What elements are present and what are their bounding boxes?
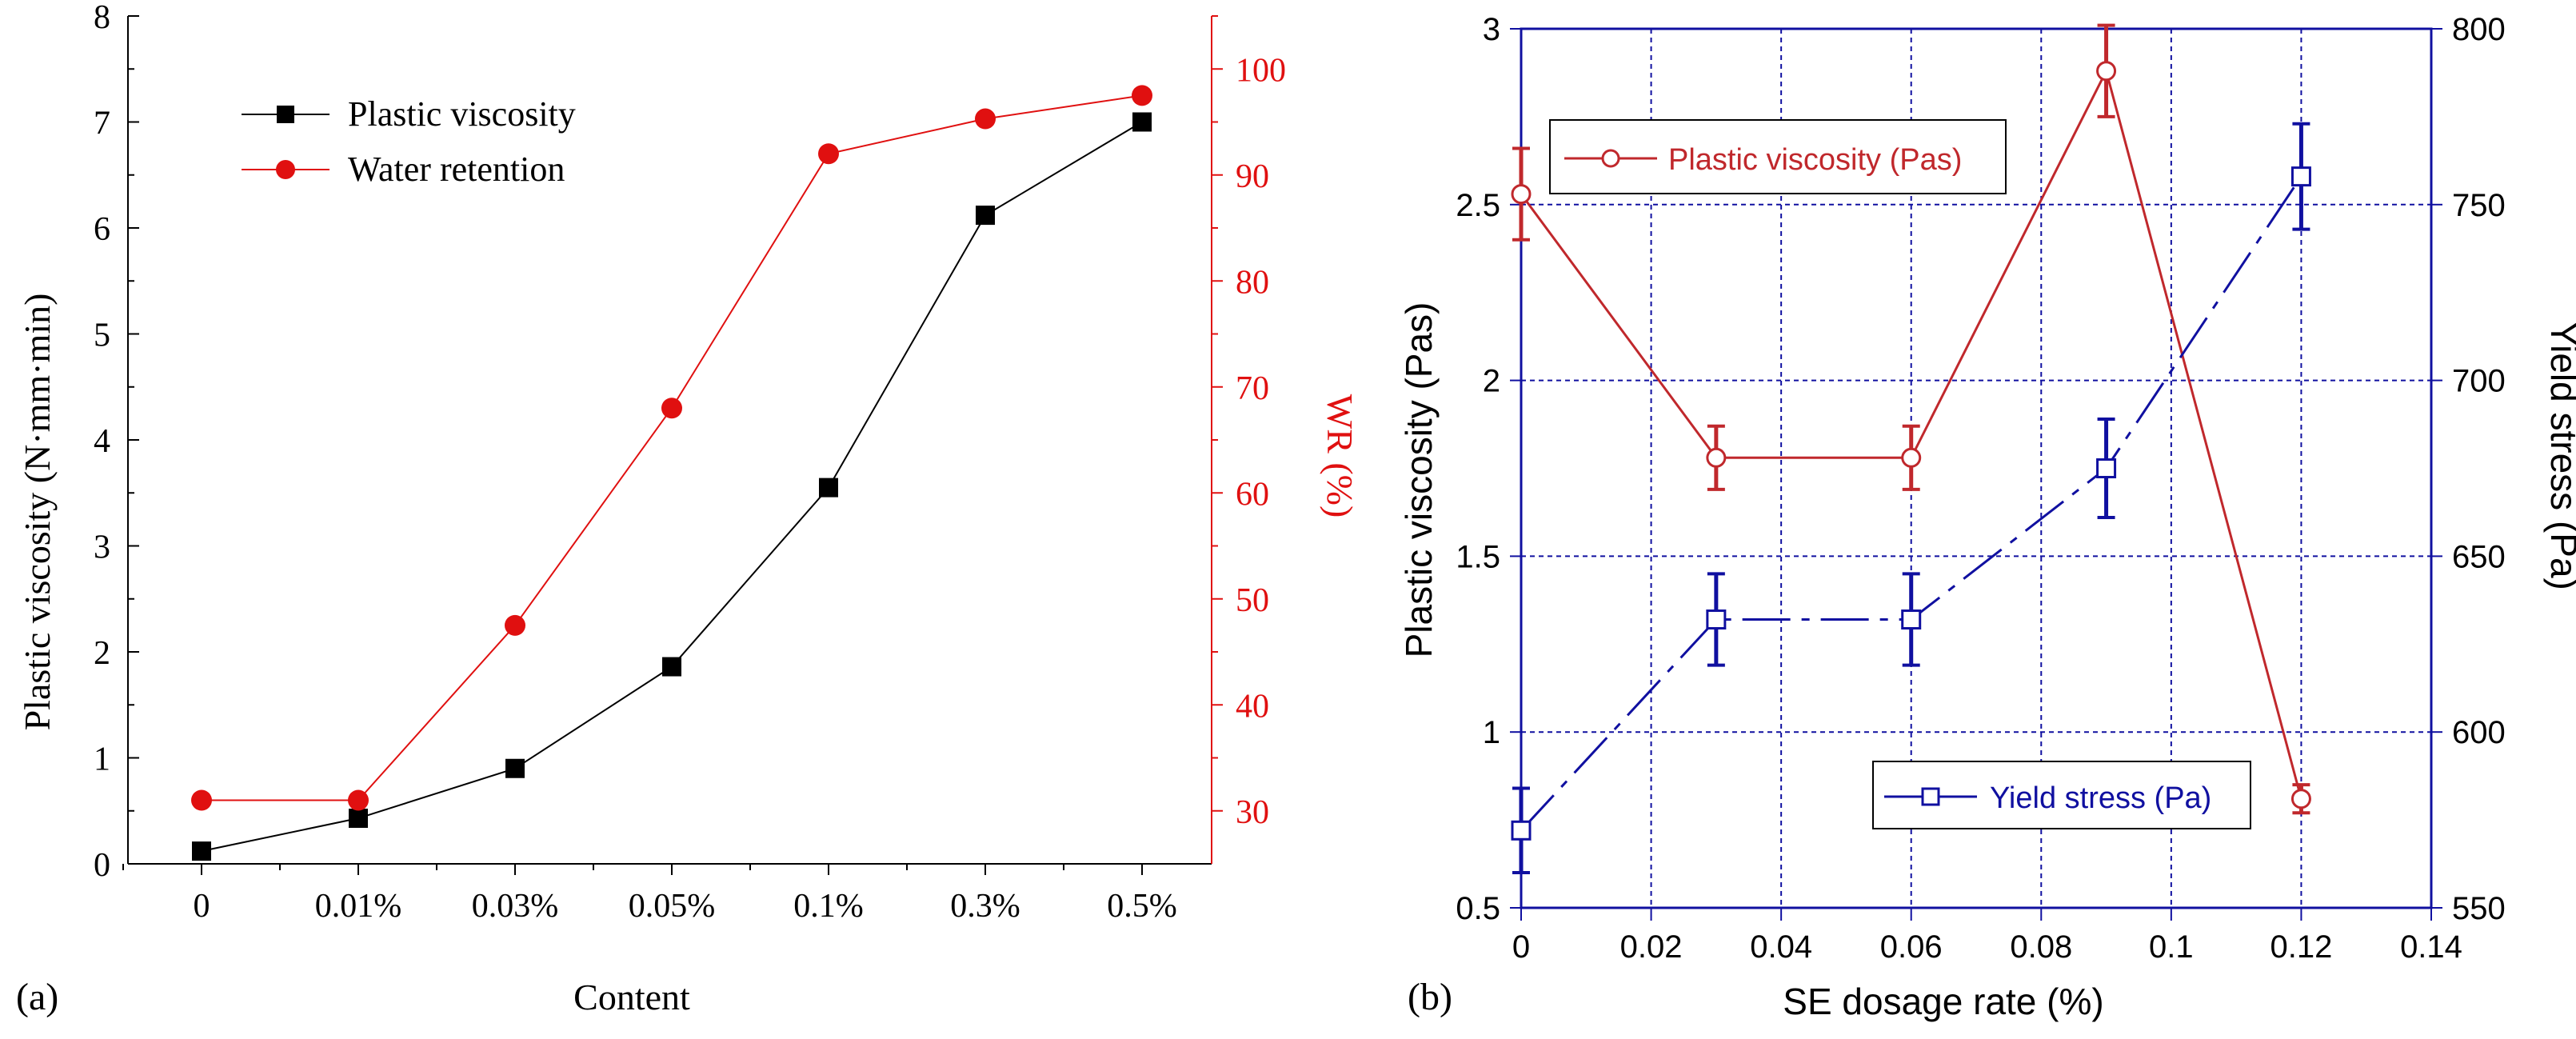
a-x-tick-label: 0.01% xyxy=(315,888,402,925)
a-right-tick-label: 100 xyxy=(1236,52,1286,89)
b-x-tick-label: 0.1 xyxy=(2149,929,2194,965)
b-left-tick-label: 2 xyxy=(1483,364,1500,399)
a-x-tick-label: 0.05% xyxy=(629,888,716,925)
a-point-viscosity xyxy=(192,841,211,861)
b-x-tick-label: 0.02 xyxy=(1620,929,1683,965)
a-point-water-retention xyxy=(1132,85,1152,106)
a-left-tick-label: 7 xyxy=(94,106,110,142)
a-x-tick-label: 0.3% xyxy=(950,888,1020,925)
a-point-viscosity xyxy=(976,206,995,226)
a-x-axis-title: Content xyxy=(573,977,690,1017)
a-left-tick-label: 6 xyxy=(94,211,110,248)
a-point-viscosity xyxy=(662,657,681,677)
a-point-viscosity xyxy=(819,478,838,498)
b-right-tick-label: 550 xyxy=(2452,891,2506,926)
a-right-tick-label: 80 xyxy=(1236,264,1269,301)
b-x-tick-label: 0.06 xyxy=(1880,929,1943,965)
a-point-water-retention xyxy=(191,789,212,811)
b-x-tick-label: 0.04 xyxy=(1750,929,1812,965)
b-point-yield-stress xyxy=(2096,458,2117,478)
a-legend-marker-viscosity xyxy=(277,106,294,123)
b-axes-grid: 0 0.02 0.04 0.06 0.08 0.1 0.12 0.14 0.5 1 1.5 2 2.5 3… xyxy=(1456,12,2505,965)
a-series-line-0 xyxy=(201,121,1143,853)
a-right-tick-label: 90 xyxy=(1236,158,1269,195)
b-series-markers xyxy=(1511,23,2311,875)
a-left-tick-label: 0 xyxy=(94,847,110,884)
b-legend-yield-marker xyxy=(1921,787,1940,806)
a-legend: Plastic viscosity Water retention xyxy=(242,94,576,189)
a-right-tick-label: 30 xyxy=(1236,794,1269,831)
b-left-tick-label: 1 xyxy=(1483,715,1500,750)
panel-a: 0 1 2 3 4 5 6 7 8 30 40 50 60 70 80 90 100 0 0.01% 0.03% 0.0… xyxy=(16,0,1360,1018)
a-x-tick-label: 0.1% xyxy=(793,888,864,925)
a-right-tick-label: 70 xyxy=(1236,370,1269,407)
a-point-viscosity xyxy=(505,758,525,778)
a-legend-label-water: Water retention xyxy=(348,150,565,189)
b-legend-yield-label: Yield stress (Pa) xyxy=(1990,781,2211,815)
b-legend-viscosity: Plastic viscosity (Pas) xyxy=(1549,119,2007,194)
a-point-viscosity xyxy=(349,809,368,829)
b-x-tick-label: 0 xyxy=(1512,929,1530,965)
b-point-viscosity xyxy=(1706,447,1727,468)
a-left-tick-label: 1 xyxy=(94,741,110,778)
b-x-tick-label: 0.08 xyxy=(2010,929,2072,965)
a-left-tick-label: 4 xyxy=(94,423,110,460)
b-left-axis-title: Plastic viscosity (Pas) xyxy=(1398,302,1440,658)
a-left-tick-label: 5 xyxy=(94,318,110,354)
b-x-tick-label: 0.14 xyxy=(2400,929,2462,965)
b-left-tick-label: 1.5 xyxy=(1456,539,1500,574)
b-legend-viscosity-box xyxy=(1549,119,2007,194)
a-point-water-retention xyxy=(661,398,682,419)
a-point-viscosity xyxy=(1132,112,1152,132)
b-right-tick-label: 650 xyxy=(2452,539,2506,574)
a-series-markers xyxy=(191,85,1152,861)
panel-b: 0 0.02 0.04 0.06 0.08 0.1 0.12 0.14 0.5 1 1.5 2 2.5 3… xyxy=(1398,12,2576,1022)
b-legend-yield: Yield stress (Pa) xyxy=(1872,761,2251,829)
a-point-water-retention xyxy=(975,108,996,130)
a-x-tick-label: 0.03% xyxy=(472,888,559,925)
a-x-tick-label: 0.5% xyxy=(1107,888,1177,925)
b-right-tick-label: 800 xyxy=(2452,12,2506,47)
b-right-axis-title: Yield stress (Pa) xyxy=(2543,322,2576,590)
a-right-tick-label: 50 xyxy=(1236,582,1269,619)
a-left-tick-label: 8 xyxy=(94,0,110,36)
a-x-tick-label: 0 xyxy=(194,888,210,925)
a-legend-label-viscosity: Plastic viscosity xyxy=(348,94,576,134)
b-point-viscosity xyxy=(2290,789,2311,809)
b-legend-viscosity-label: Plastic viscosity (Pas) xyxy=(1668,143,1962,177)
a-left-tick-label: 3 xyxy=(94,529,110,566)
a-point-water-retention xyxy=(348,789,369,811)
b-point-yield-stress xyxy=(1901,609,1922,630)
b-point-viscosity xyxy=(2096,61,2117,82)
a-legend-marker-water xyxy=(276,160,295,179)
b-left-tick-label: 0.5 xyxy=(1456,891,1500,926)
a-axes: 0 1 2 3 4 5 6 7 8 30 40 50 60 70 80 90 100 0 0.01% 0.03% 0.0… xyxy=(94,0,1286,925)
b-left-tick-label: 2.5 xyxy=(1456,188,1500,223)
b-right-tick-label: 700 xyxy=(2452,364,2506,399)
a-right-tick-label: 40 xyxy=(1236,688,1269,725)
b-legend-viscosity-marker xyxy=(1601,149,1620,168)
b-right-tick-label: 600 xyxy=(2452,715,2506,750)
a-point-water-retention xyxy=(505,614,525,636)
a-left-tick-label: 2 xyxy=(94,635,110,672)
a-series-line-1 xyxy=(202,94,1143,801)
b-x-tick-label: 0.12 xyxy=(2270,929,2332,965)
b-point-viscosity xyxy=(1511,184,1532,205)
b-point-yield-stress xyxy=(1706,609,1727,630)
a-panel-label: (a) xyxy=(16,976,58,1018)
b-right-tick-label: 750 xyxy=(2452,188,2506,223)
a-series-lines xyxy=(201,94,1143,853)
b-panel-label: (b) xyxy=(1408,976,1452,1018)
b-point-yield-stress xyxy=(2290,166,2311,187)
a-left-axis-title: Plastic viscosity (N·mm·min) xyxy=(17,294,58,731)
b-axes-frame xyxy=(1520,27,2433,909)
a-point-water-retention xyxy=(818,143,839,165)
b-x-axis-title: SE dosage rate (%) xyxy=(1783,981,2103,1022)
b-left-tick-label: 3 xyxy=(1483,12,1500,47)
b-point-yield-stress xyxy=(1511,820,1532,841)
a-right-axis-title: WR (%) xyxy=(1320,394,1360,518)
a-right-tick-label: 60 xyxy=(1236,476,1269,513)
b-point-viscosity xyxy=(1901,447,1922,468)
